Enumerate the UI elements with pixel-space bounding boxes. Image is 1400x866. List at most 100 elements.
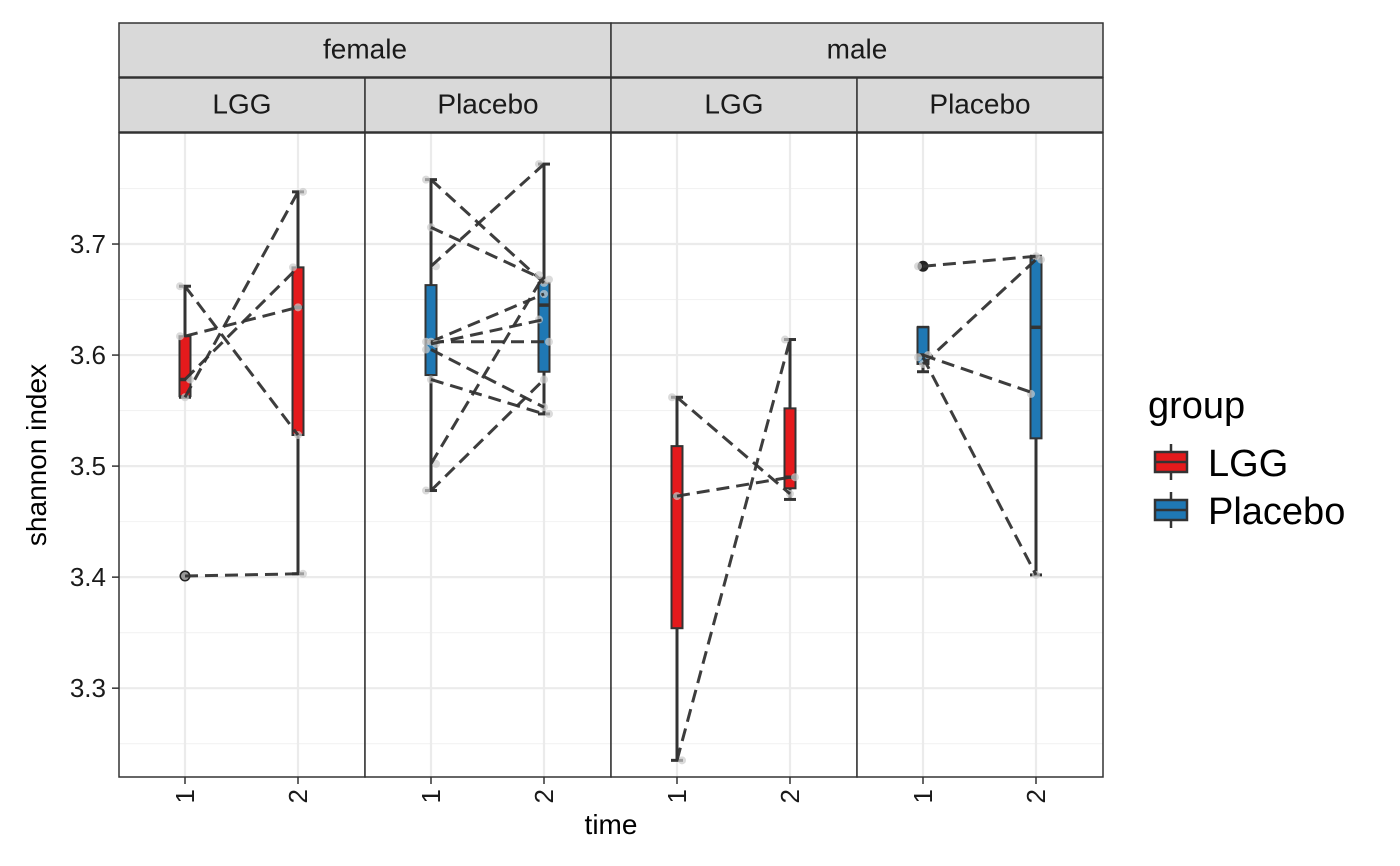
jitter-point: [1037, 255, 1045, 264]
legend: group LGG Placebo: [1148, 385, 1345, 533]
jitter-point: [545, 275, 553, 284]
x-tick-label: 2: [529, 789, 559, 803]
paired-dashed-line: [921, 356, 1038, 576]
facet-label-male-lgg: LGG: [704, 88, 763, 119]
jitter-point: [432, 459, 440, 468]
jitter-point: [545, 409, 553, 418]
facet-label-female-lgg: LGG: [212, 88, 271, 119]
jitter-point: [914, 262, 922, 271]
panel-male-lgg: [610, 132, 858, 778]
box-time-2: [537, 162, 551, 416]
box-iqr: [783, 407, 797, 490]
subject-line: [668, 393, 794, 498]
subject-line: [914, 353, 1040, 579]
subject-line: [176, 303, 302, 341]
jitter-point: [781, 335, 789, 344]
facet-strips: female LGG Placebo male LGG Placebo: [118, 22, 1104, 133]
y-tick-label: 3.3: [70, 673, 106, 703]
subject-line: [430, 315, 545, 348]
y-tick-label: 3.7: [70, 229, 106, 259]
legend-item-lgg: LGG: [1153, 443, 1288, 485]
y-tick-label: 3.4: [70, 562, 106, 592]
subject-line: [429, 160, 546, 271]
x-tick-label: 1: [662, 789, 692, 803]
jitter-point: [299, 187, 307, 196]
subject-line: [183, 263, 300, 384]
facet-strip-female: [118, 22, 612, 78]
subject-line: [919, 255, 1045, 368]
jitter-point: [176, 332, 184, 341]
panel-female-lgg: [118, 132, 366, 778]
y-axis-title: shannon index: [21, 364, 52, 546]
x-tick-label: 2: [775, 789, 805, 803]
facet-strip-male-placebo: [856, 77, 1104, 133]
y-tick-label: 3.5: [70, 451, 106, 481]
facet-strip-female-placebo: [364, 77, 612, 133]
jitter-point: [289, 263, 297, 272]
box-iqr: [291, 266, 305, 437]
jitter-point: [294, 303, 302, 312]
paired-dashed-line: [676, 396, 791, 496]
jitter-point: [668, 393, 676, 402]
facet-label-male-placebo: Placebo: [929, 88, 1030, 119]
subject-line: [427, 223, 553, 284]
legend-title: group: [1148, 385, 1245, 427]
x-tick-label: 1: [908, 789, 938, 803]
subject-line: [673, 473, 799, 501]
facet-label-female: female: [323, 33, 407, 64]
panel-border: [856, 132, 1104, 778]
panel-background: [119, 133, 365, 777]
box-iqr: [424, 284, 438, 377]
subject-line: [422, 375, 548, 495]
jitter-point: [914, 353, 922, 362]
facet-strip-female-lgg: [118, 77, 366, 133]
panel-background: [365, 133, 611, 777]
paired-dashed-line: [675, 339, 792, 761]
y-tick-label: 3.6: [70, 340, 106, 370]
paired-dashed-line: [429, 178, 546, 285]
facet-panels: [118, 132, 1104, 778]
legend-item-placebo: Placebo: [1153, 491, 1345, 533]
x-axis-title: time: [585, 809, 638, 840]
paired-dashed-line: [430, 226, 545, 281]
x-tick-label: 1: [416, 789, 446, 803]
facet-strip-male: [610, 22, 1104, 78]
x-tick-label: 2: [1021, 789, 1051, 803]
jitter-point: [422, 175, 430, 184]
box-iqr: [670, 445, 684, 630]
jitter-point: [678, 756, 686, 765]
panel-female-placebo: [364, 132, 612, 778]
box-iqr: [1029, 257, 1043, 440]
paired-dashed-line: [429, 378, 546, 492]
paired-dashed-line: [183, 285, 300, 436]
legend-label-placebo: Placebo: [1208, 491, 1345, 533]
panel-background: [611, 133, 857, 777]
jitter-point: [540, 375, 548, 384]
jitter-point: [791, 473, 799, 482]
jitter-point: [545, 337, 553, 346]
y-axis: 3.3 3.4 3.5 3.6 3.7: [70, 229, 119, 703]
paired-dashed-line: [429, 162, 546, 268]
subject-line: [181, 569, 307, 581]
subject-line: [427, 375, 553, 418]
jitter-point: [299, 569, 307, 578]
panel-male-placebo: [856, 132, 1104, 778]
legend-label-lgg: LGG: [1208, 443, 1288, 485]
jitter-point: [176, 282, 184, 291]
subject-line: [181, 187, 307, 402]
jitter-point: [422, 345, 430, 354]
paired-dashed-line: [429, 274, 546, 465]
subject-line: [922, 351, 1037, 398]
panel-background: [857, 133, 1103, 777]
subject-line: [675, 335, 792, 765]
paired-dashed-line: [183, 266, 300, 381]
paired-dashed-line: [430, 292, 545, 344]
x-axis: 1 2 1 2 1 2 1 2: [170, 777, 1051, 803]
jitter-point: [422, 486, 430, 495]
paired-dashed-line: [921, 258, 1038, 366]
facet-label-male: male: [827, 33, 888, 64]
facet-strip-male-lgg: [610, 77, 858, 133]
subject-line: [176, 282, 302, 440]
subject-line: [429, 271, 546, 468]
